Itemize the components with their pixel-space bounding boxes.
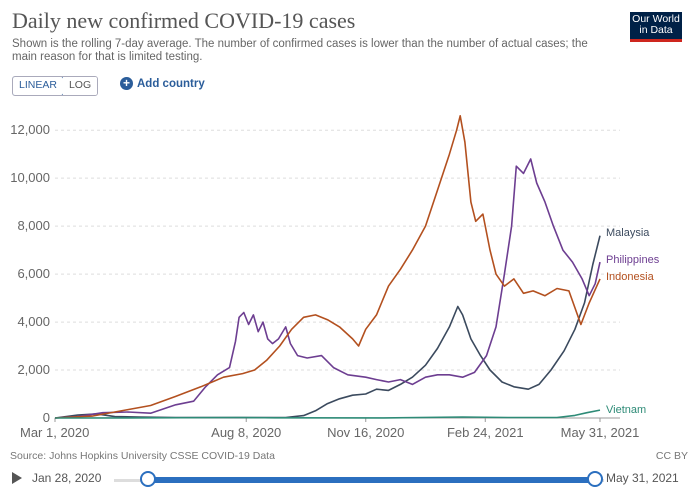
timeline-selected-range xyxy=(146,477,594,483)
y-tick-label: 10,000 xyxy=(10,170,50,185)
source-note: Source: Johns Hopkins University CSSE CO… xyxy=(10,450,275,462)
chart-subtitle: Shown is the rolling 7-day average. The … xyxy=(12,38,588,63)
add-country-label: Add country xyxy=(137,77,205,90)
y-tick-label: 4,000 xyxy=(17,314,50,329)
timeline-start-label: Jan 28, 2020 xyxy=(32,471,102,485)
x-tick-label: Aug 8, 2020 xyxy=(211,425,281,440)
series-line-vietnam xyxy=(54,409,601,419)
x-tick-label: May 31, 2021 xyxy=(561,425,640,440)
series-line-indonesia xyxy=(54,115,601,419)
line-chart: 0 2,000 4,000 6,000 8,000 10,000 12,000 Mar 1, … xyxy=(10,115,660,440)
linear-scale-button[interactable]: LINEAR xyxy=(13,77,64,95)
timeline-end-label: May 31, 2021 xyxy=(606,471,679,485)
y-tick-label: 0 xyxy=(43,410,50,425)
plus-icon: + xyxy=(120,77,133,90)
play-icon[interactable] xyxy=(12,472,22,484)
series-label-philippines: Philippines xyxy=(606,254,660,266)
timeline: Jan 28, 2020 May 31, 2021 xyxy=(0,466,700,492)
owid-logo[interactable]: Our World in Data xyxy=(630,12,682,42)
scale-toggle: LINEAR LOG xyxy=(12,76,99,96)
log-scale-button[interactable]: LOG xyxy=(62,77,98,95)
license-label[interactable]: CC BY xyxy=(655,450,688,462)
x-tick-label: Mar 1, 2020 xyxy=(20,425,89,440)
series-line-philippines xyxy=(54,158,601,419)
y-tick-label: 2,000 xyxy=(17,362,50,377)
y-tick-label: 6,000 xyxy=(17,266,50,281)
y-tick-label: 12,000 xyxy=(10,122,50,137)
series-label-indonesia: Indonesia xyxy=(606,271,655,283)
series-label-malaysia: Malaysia xyxy=(606,227,650,239)
series-label-vietnam: Vietnam xyxy=(606,404,646,416)
x-tick-label: Nov 16, 2020 xyxy=(327,425,404,440)
x-tick-label: Feb 24, 2021 xyxy=(447,425,524,440)
add-country-button[interactable]: + Add country xyxy=(120,77,205,90)
timeline-end-handle[interactable] xyxy=(587,471,603,487)
chart-title: Daily new confirmed COVID-19 cases xyxy=(12,8,356,33)
series-line-malaysia xyxy=(54,235,601,419)
y-tick-label: 8,000 xyxy=(17,218,50,233)
timeline-start-handle[interactable] xyxy=(140,471,156,487)
